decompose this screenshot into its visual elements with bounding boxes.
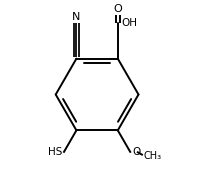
Text: CH₃: CH₃ (143, 151, 161, 161)
Text: N: N (72, 12, 80, 22)
Text: O: O (113, 4, 122, 14)
Text: HS: HS (48, 147, 62, 157)
Text: OH: OH (121, 19, 137, 28)
Text: O: O (132, 147, 141, 157)
